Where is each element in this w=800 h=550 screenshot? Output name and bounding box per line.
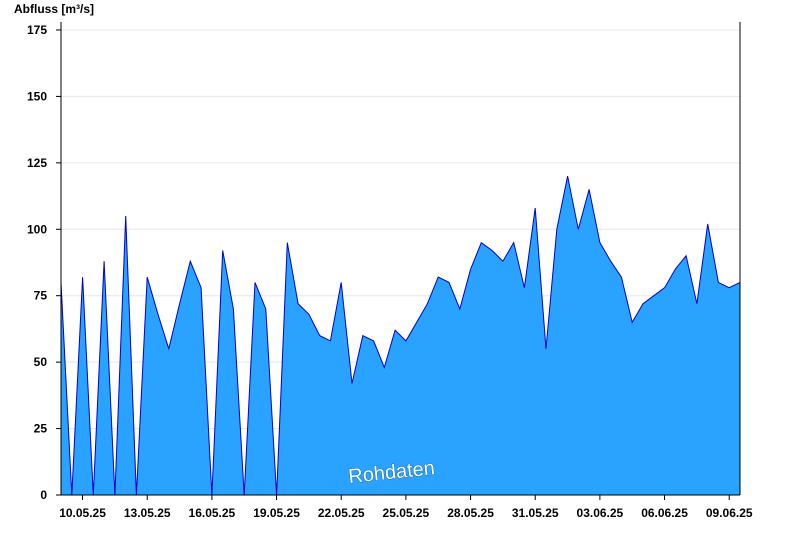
x-tick-label: 28.05.25 bbox=[447, 506, 494, 520]
y-tick-label: 50 bbox=[34, 355, 48, 369]
y-axis-label: Abfluss [m³/s] bbox=[14, 2, 94, 16]
y-tick-label: 150 bbox=[27, 89, 47, 103]
y-tick-label: 75 bbox=[34, 289, 48, 303]
x-tick-label: 06.06.25 bbox=[641, 506, 688, 520]
axes bbox=[56, 22, 741, 496]
y-tick-label: 100 bbox=[27, 222, 47, 236]
x-tick-label: 16.05.25 bbox=[189, 506, 236, 520]
x-axis-ticks: 10.05.25 13.05.25 16.05.25 19.05.25 22.05.25… bbox=[59, 495, 753, 520]
x-tick-label: 31.05.25 bbox=[512, 506, 559, 520]
discharge-line bbox=[60, 176, 741, 496]
y-tick-label: 175 bbox=[27, 23, 47, 37]
y-tick-label: 125 bbox=[27, 156, 47, 170]
y-tick-label: 0 bbox=[40, 488, 47, 502]
x-tick-label: 03.06.25 bbox=[577, 506, 624, 520]
discharge-area bbox=[61, 176, 740, 495]
x-tick-label: 25.05.25 bbox=[383, 506, 430, 520]
y-axis-ticks: 0 25 50 75 100 125 150 175 bbox=[27, 23, 61, 502]
x-tick-label: 13.05.25 bbox=[124, 506, 171, 520]
y-tick-label: 25 bbox=[34, 422, 48, 436]
x-tick-label: 10.05.25 bbox=[59, 506, 106, 520]
x-tick-label: 22.05.25 bbox=[318, 506, 365, 520]
x-tick-label: 19.05.25 bbox=[253, 506, 300, 520]
x-tick-label: 09.06.25 bbox=[706, 506, 753, 520]
